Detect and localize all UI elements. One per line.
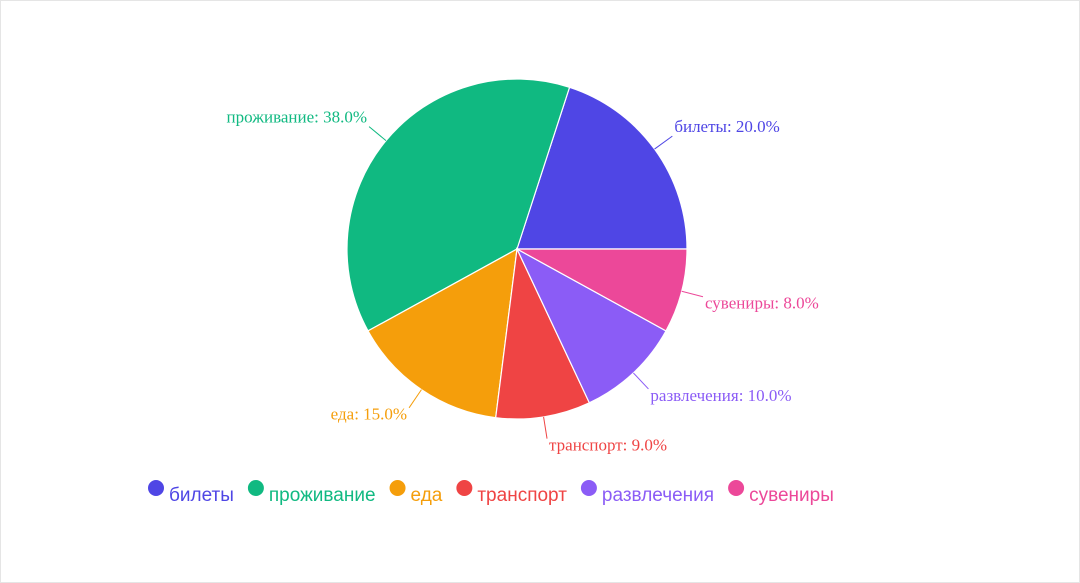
legend-swatch [456, 480, 473, 496]
leader-line [633, 372, 649, 390]
leader-line [368, 126, 387, 142]
pie-slice [495, 246, 591, 420]
legend-label: транспорт [477, 485, 567, 506]
pie-slice [346, 78, 571, 332]
legend-label: сувениры [749, 485, 834, 506]
slice-label: билеты: 20.0% [674, 117, 780, 136]
pie-slice [516, 248, 688, 332]
slice-label: проживание: 38.0% [227, 108, 368, 127]
legend-swatch [728, 480, 745, 496]
leader-line [543, 416, 548, 439]
pie-slice [367, 247, 518, 419]
legend-swatch [247, 480, 264, 496]
legend-swatch [148, 480, 164, 496]
legend-label: проживание [269, 485, 376, 506]
legend-label: еда [411, 485, 443, 506]
leader-line [681, 290, 704, 298]
legend-swatch [389, 480, 406, 496]
slice-label: транспорт: 9.0% [549, 436, 667, 455]
slice-label: еда: 15.0% [331, 405, 407, 424]
slice-label: развлечения: 10.0% [650, 386, 791, 405]
legend-label: развлечения [602, 485, 714, 506]
slice-label: сувениры: 8.0% [705, 294, 819, 313]
leader-line [408, 389, 422, 409]
legend-label: билеты [169, 485, 234, 506]
leader-line [654, 135, 673, 150]
legend-swatch [580, 480, 597, 496]
